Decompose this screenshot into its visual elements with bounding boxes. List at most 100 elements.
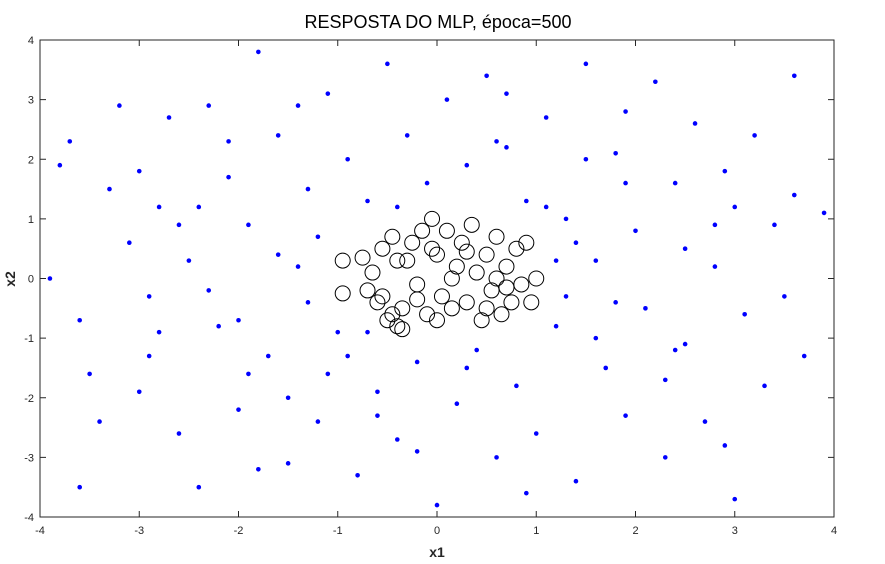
- data-point-circle: [498, 279, 515, 296]
- data-point-circle: [478, 246, 495, 263]
- data-point-dot: [792, 192, 797, 198]
- data-point-dot: [404, 133, 410, 138]
- data-point-dot: [414, 449, 420, 454]
- y-tick-label: -1: [24, 333, 34, 345]
- data-point-dot: [543, 204, 549, 210]
- data-point-dot: [365, 198, 370, 204]
- data-point-dot: [424, 180, 430, 186]
- data-point-dot: [633, 228, 638, 234]
- data-point-dot: [573, 478, 579, 484]
- data-point-dot: [236, 407, 241, 412]
- data-point-dot: [365, 329, 370, 335]
- data-point-dot: [672, 180, 678, 186]
- data-point-dot: [275, 133, 281, 138]
- data-point-circle: [508, 240, 525, 257]
- data-point-circle: [394, 300, 411, 317]
- data-point-circle: [374, 240, 391, 257]
- data-point-dot: [682, 341, 688, 347]
- data-point-dot: [543, 115, 549, 120]
- data-point-circle: [458, 294, 475, 311]
- data-point-dot: [395, 437, 400, 442]
- x-tick-label: 1: [533, 525, 539, 537]
- y-tick-label: 4: [28, 35, 34, 47]
- data-point-dot: [136, 168, 142, 174]
- x-tick-label: -3: [134, 525, 144, 537]
- data-point-circle: [463, 216, 480, 233]
- data-point-circle: [488, 270, 505, 287]
- data-point-circle: [523, 294, 540, 311]
- data-point-dot: [325, 371, 331, 377]
- data-point-circle: [379, 312, 396, 329]
- data-point-dot: [325, 91, 331, 96]
- y-tick-label: 3: [28, 95, 34, 107]
- data-point-dot: [176, 431, 182, 436]
- data-point-dot: [494, 139, 499, 144]
- data-point-dot: [801, 353, 807, 359]
- data-point-circle: [409, 291, 426, 308]
- data-point-dot: [662, 455, 668, 460]
- data-point-dot: [117, 103, 122, 108]
- data-point-dot: [146, 353, 152, 359]
- data-point-dot: [792, 73, 797, 79]
- data-point-circle: [503, 294, 520, 311]
- data-point-dot: [285, 395, 291, 401]
- data-point-dot: [375, 413, 380, 418]
- data-point-circle: [389, 252, 406, 269]
- data-point-dot: [732, 496, 738, 502]
- data-point-dot: [474, 347, 480, 353]
- data-point-dot: [464, 365, 470, 371]
- data-point-circle: [528, 270, 545, 287]
- data-point-dot: [603, 365, 609, 371]
- data-point-dot: [821, 210, 827, 216]
- x-tick-labels: -4 -3 -2 -1 0 1 2 3 4: [35, 525, 837, 537]
- data-point-circle: [429, 246, 445, 263]
- data-point-dot: [772, 222, 777, 228]
- data-point-dot: [375, 389, 380, 395]
- data-point-circle: [364, 264, 381, 281]
- data-point-dot: [196, 204, 202, 210]
- data-point-dot: [454, 401, 460, 407]
- data-point-circle: [429, 312, 445, 329]
- data-point-dot: [712, 264, 718, 269]
- data-point-dot: [236, 317, 241, 323]
- data-point-dot: [305, 300, 311, 305]
- data-point-circle: [404, 234, 421, 251]
- data-point-circle: [374, 288, 391, 305]
- data-point-circle: [384, 228, 401, 245]
- y-tick-label: 2: [28, 154, 34, 166]
- data-point-circle: [468, 264, 485, 281]
- blue-dot-series: [47, 49, 827, 508]
- data-point-dot: [623, 180, 628, 186]
- y-tick-label: 1: [28, 214, 34, 226]
- data-point-dot: [216, 323, 221, 329]
- y-tick-label: -4: [24, 512, 34, 524]
- data-point-dot: [305, 186, 311, 192]
- x-tick-label: 0: [434, 525, 440, 537]
- data-point-dot: [583, 156, 589, 162]
- data-point-circle: [424, 210, 441, 227]
- x-tick-label: 4: [831, 525, 837, 537]
- y-tick-label: -2: [24, 393, 34, 405]
- data-point-circle: [458, 243, 475, 260]
- data-point-dot: [692, 121, 698, 126]
- data-point-circle: [414, 222, 431, 239]
- data-point-dot: [434, 502, 440, 508]
- data-point-dot: [563, 294, 569, 299]
- data-point-circle: [443, 270, 460, 287]
- x-tick-label: -1: [333, 525, 343, 537]
- data-point-dot: [146, 294, 152, 299]
- data-point-dot: [67, 139, 73, 144]
- data-point-dot: [196, 484, 202, 490]
- data-point-circle: [443, 300, 460, 317]
- data-point-dot: [514, 383, 519, 389]
- data-point-dot: [345, 156, 350, 162]
- data-point-dot: [593, 258, 599, 263]
- data-point-circle: [394, 321, 411, 338]
- data-point-circle: [433, 288, 450, 305]
- data-point-dot: [643, 306, 648, 311]
- data-point-dot: [295, 103, 301, 108]
- data-point-dot: [345, 353, 350, 359]
- data-point-dot: [494, 455, 499, 460]
- data-point-circle: [369, 294, 386, 311]
- x-tick-label: -4: [35, 525, 45, 537]
